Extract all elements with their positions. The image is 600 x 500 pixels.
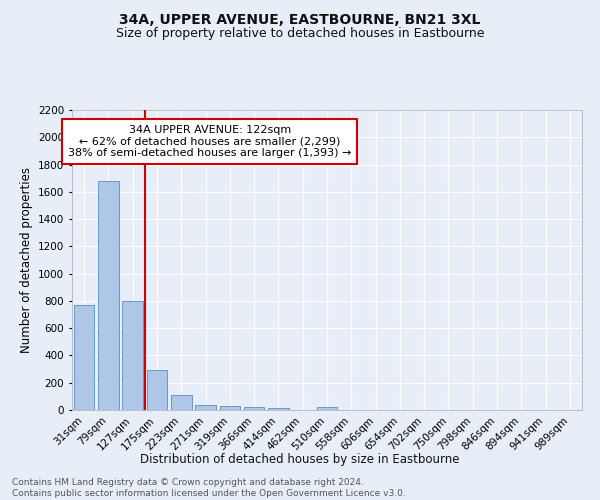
Bar — [195, 404, 216, 410]
Text: 34A UPPER AVENUE: 122sqm
← 62% of detached houses are smaller (2,299)
38% of sem: 34A UPPER AVENUE: 122sqm ← 62% of detach… — [68, 125, 352, 158]
Bar — [171, 395, 191, 410]
Text: Contains HM Land Registry data © Crown copyright and database right 2024.
Contai: Contains HM Land Registry data © Crown c… — [12, 478, 406, 498]
Y-axis label: Number of detached properties: Number of detached properties — [20, 167, 32, 353]
Bar — [244, 407, 265, 410]
Bar — [74, 305, 94, 410]
Bar — [317, 408, 337, 410]
Bar — [220, 406, 240, 410]
Bar — [146, 370, 167, 410]
Text: Distribution of detached houses by size in Eastbourne: Distribution of detached houses by size … — [140, 452, 460, 466]
Bar — [98, 181, 119, 410]
Bar — [122, 301, 143, 410]
Text: 34A, UPPER AVENUE, EASTBOURNE, BN21 3XL: 34A, UPPER AVENUE, EASTBOURNE, BN21 3XL — [119, 12, 481, 26]
Text: Size of property relative to detached houses in Eastbourne: Size of property relative to detached ho… — [116, 28, 484, 40]
Bar — [268, 408, 289, 410]
